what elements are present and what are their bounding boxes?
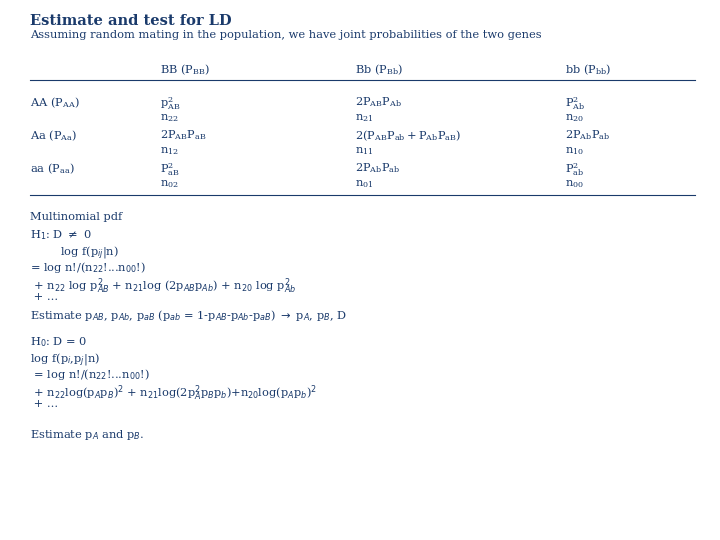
- Text: $\mathregular{n_{10}}$: $\mathregular{n_{10}}$: [565, 145, 584, 157]
- Text: $\mathregular{2P_{AB}P_{aB}}$: $\mathregular{2P_{AB}P_{aB}}$: [160, 128, 207, 142]
- Text: = log n!/(n$_{22}$!...n$_{00}$!): = log n!/(n$_{22}$!...n$_{00}$!): [30, 367, 150, 382]
- Text: $\mathregular{P_{Ab}^{2}}$: $\mathregular{P_{Ab}^{2}}$: [565, 95, 585, 112]
- Text: Bb ($\mathregular{P_{Bb}}$): Bb ($\mathregular{P_{Bb}}$): [355, 62, 403, 77]
- Text: + ...: + ...: [30, 292, 58, 302]
- Text: $\mathregular{2P_{Ab}P_{ab}}$: $\mathregular{2P_{Ab}P_{ab}}$: [355, 161, 400, 175]
- Text: $\mathregular{n_{01}}$: $\mathregular{n_{01}}$: [355, 178, 374, 190]
- Text: log f(p$_{ij}$|n): log f(p$_{ij}$|n): [60, 244, 119, 261]
- Text: Aa ($\mathregular{P_{Aa}}$): Aa ($\mathregular{P_{Aa}}$): [30, 128, 77, 143]
- Text: $\mathregular{n_{20}}$: $\mathregular{n_{20}}$: [565, 112, 584, 124]
- Text: $\mathregular{2P_{AB}P_{Ab}}$: $\mathregular{2P_{AB}P_{Ab}}$: [355, 95, 402, 109]
- Text: AA ($\mathregular{P_{AA}}$): AA ($\mathregular{P_{AA}}$): [30, 95, 80, 110]
- Text: log f(p$_i$,p$_j$|n): log f(p$_i$,p$_j$|n): [30, 351, 100, 368]
- Text: = log n!/(n$_{22}$!...n$_{00}$!): = log n!/(n$_{22}$!...n$_{00}$!): [30, 260, 146, 275]
- Text: Estimate p$_{AB}$, p$_{Ab}$, p$_{aB}$ (p$_{ab}$ = 1-p$_{AB}$-p$_{Ab}$-p$_{aB}$) : Estimate p$_{AB}$, p$_{Ab}$, p$_{aB}$ (p…: [30, 308, 347, 323]
- Text: $\mathregular{n_{02}}$: $\mathregular{n_{02}}$: [160, 178, 179, 190]
- Text: H$_0$: D = 0: H$_0$: D = 0: [30, 335, 87, 349]
- Text: $\mathregular{2P_{Ab}P_{ab}}$: $\mathregular{2P_{Ab}P_{ab}}$: [565, 128, 611, 142]
- Text: $\mathregular{n_{21}}$: $\mathregular{n_{21}}$: [355, 112, 374, 124]
- Text: $\mathregular{n_{12}}$: $\mathregular{n_{12}}$: [160, 145, 179, 157]
- Text: $\mathregular{P_{aB}^{2}}$: $\mathregular{P_{aB}^{2}}$: [160, 161, 180, 178]
- Text: $\mathregular{n_{22}}$: $\mathregular{n_{22}}$: [160, 112, 179, 124]
- Text: aa ($\mathregular{P_{aa}}$): aa ($\mathregular{P_{aa}}$): [30, 161, 75, 176]
- Text: $\mathregular{p_{AB}^{2}}$: $\mathregular{p_{AB}^{2}}$: [160, 95, 181, 112]
- Text: Estimate p$_A$ and p$_B$.: Estimate p$_A$ and p$_B$.: [30, 428, 145, 442]
- Text: BB ($\mathregular{P_{BB}}$): BB ($\mathregular{P_{BB}}$): [160, 62, 210, 77]
- Text: $\mathregular{n_{00}}$: $\mathregular{n_{00}}$: [565, 178, 584, 190]
- Text: + n$_{22}$log(p$_A$p$_B$)$^2$ + n$_{21}$log(2p$_A^{2}$p$_B$p$_b$)+n$_{20}$log(p$: + n$_{22}$log(p$_A$p$_B$)$^2$ + n$_{21}$…: [30, 383, 317, 403]
- Text: Assuming random mating in the population, we have joint probabilities of the two: Assuming random mating in the population…: [30, 30, 541, 40]
- Text: $\mathregular{2(P_{AB}P_{ab}+P_{Ab}P_{aB})}$: $\mathregular{2(P_{AB}P_{ab}+P_{Ab}P_{aB…: [355, 128, 462, 143]
- Text: + ...: + ...: [30, 399, 58, 409]
- Text: H$_1$: D $\neq$ 0: H$_1$: D $\neq$ 0: [30, 228, 91, 242]
- Text: $\mathregular{P_{ab}^{2}}$: $\mathregular{P_{ab}^{2}}$: [565, 161, 584, 178]
- Text: bb ($\mathregular{P_{bb}}$): bb ($\mathregular{P_{bb}}$): [565, 62, 611, 77]
- Text: Multinomial pdf: Multinomial pdf: [30, 212, 122, 222]
- Text: $\mathregular{n_{11}}$: $\mathregular{n_{11}}$: [355, 145, 374, 157]
- Text: + n$_{22}$ log p$_{AB}^{2}$ + n$_{21}$log (2p$_{AB}$p$_{Ab}$) + n$_{20}$ log p$_: + n$_{22}$ log p$_{AB}^{2}$ + n$_{21}$lo…: [30, 276, 297, 295]
- Text: Estimate and test for LD: Estimate and test for LD: [30, 14, 232, 28]
